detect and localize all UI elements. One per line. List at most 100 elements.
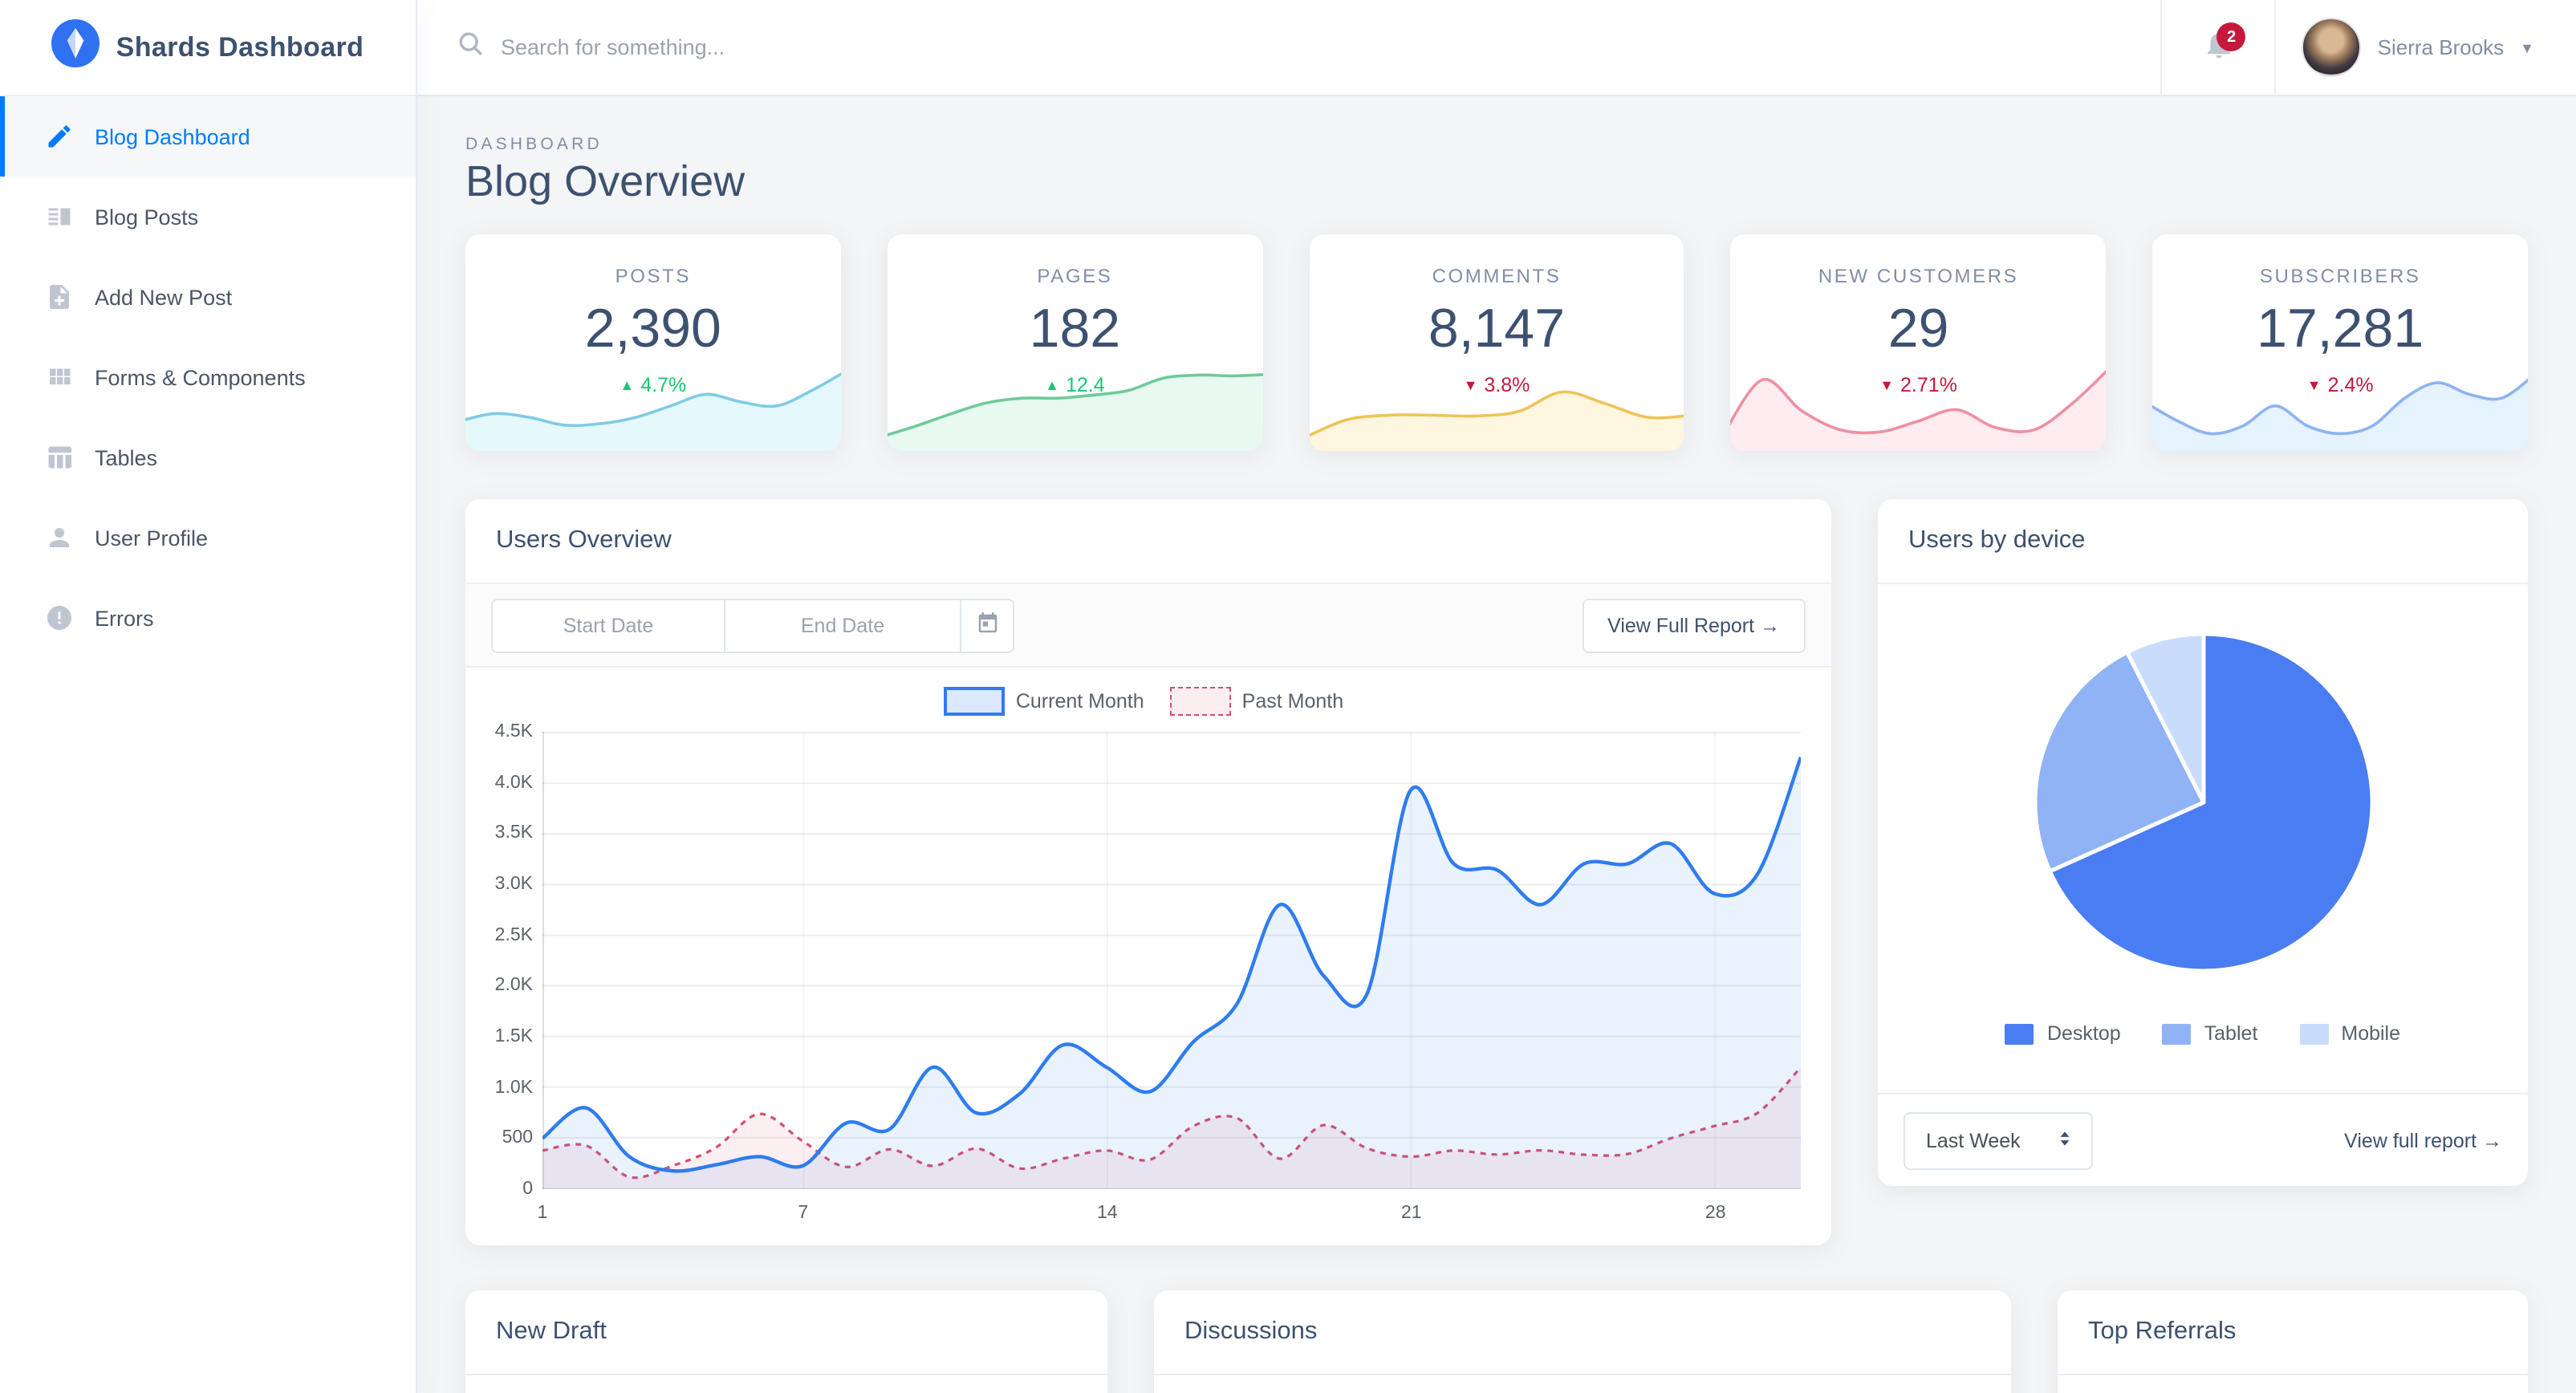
- device-pie-chart[interactable]: [2010, 610, 2395, 1003]
- sidebar-item-blog-dashboard[interactable]: Blog Dashboard: [0, 96, 416, 177]
- legend-swatch: [943, 687, 1005, 716]
- discussions-title: Discussions: [1184, 1318, 1318, 1345]
- stat-sparkline: [1309, 390, 1684, 451]
- stat-sparkline: [1730, 370, 2107, 451]
- view-full-report-button[interactable]: View Full Report →: [1582, 598, 1806, 652]
- user-menu[interactable]: Sierra Brooks ▼: [2277, 0, 2576, 95]
- x-tick-label: 14: [1096, 1204, 1118, 1223]
- stat-sparkline: [887, 373, 1263, 451]
- device-legend-item-mobile[interactable]: Mobile: [2299, 1022, 2400, 1045]
- start-date-input[interactable]: [491, 598, 725, 652]
- stat-card-subscribers: SUBSCRIBERS 17,281 ▼ 2.4%: [2152, 234, 2528, 451]
- legend-swatch: [2299, 1023, 2329, 1044]
- stat-value: 29: [1887, 298, 1949, 359]
- legend-swatch: [2162, 1023, 2192, 1044]
- legend-item-past-month[interactable]: Past Month: [1169, 687, 1343, 716]
- stat-sparkline: [2152, 378, 2528, 451]
- legend-swatch: [2005, 1023, 2034, 1044]
- error-icon: [45, 603, 74, 632]
- notifications-button[interactable]: 2: [2160, 0, 2277, 95]
- new-draft-card: New Draft: [465, 1290, 1107, 1393]
- y-tick-label: 0: [522, 1180, 533, 1199]
- y-tick-label: 4.0K: [494, 773, 533, 793]
- arrow-down-icon: ▼: [1879, 377, 1895, 393]
- sidebar-item-label: Forms & Components: [95, 365, 306, 389]
- x-tick-label: 7: [798, 1204, 809, 1223]
- date-range-group: [491, 598, 1014, 652]
- timeframe-value: Last Week: [1926, 1129, 2021, 1151]
- sidebar-item-forms-components[interactable]: Forms & Components: [0, 337, 416, 417]
- referral-row[interactable]: GitHub 19,291: [2058, 1375, 2528, 1393]
- calendar-button[interactable]: [960, 598, 1014, 652]
- arrow-down-icon: ▼: [1463, 377, 1478, 393]
- stat-label: NEW CUSTOMERS: [1818, 265, 2019, 287]
- y-tick-label: 3.0K: [494, 875, 533, 894]
- stat-value: 2,390: [584, 298, 721, 359]
- stat-label: COMMENTS: [1432, 265, 1562, 287]
- notification-badge: 2: [2216, 22, 2246, 51]
- stat-label: SUBSCRIBERS: [2259, 265, 2421, 287]
- view-full-report-link[interactable]: View full report →: [2344, 1129, 2502, 1151]
- sort-arrows-icon: [2054, 1127, 2075, 1153]
- stat-value: 8,147: [1428, 298, 1566, 359]
- users-overview-title: Users Overview: [496, 526, 672, 554]
- brand[interactable]: Shards Dashboard: [0, 0, 416, 96]
- chevron-down-icon: ▼: [2520, 39, 2534, 55]
- brand-logo-icon: [51, 19, 100, 75]
- x-tick-label: 21: [1400, 1204, 1422, 1223]
- y-tick-label: 1.5K: [494, 1027, 533, 1046]
- navbar: 2 Sierra Brooks ▼: [417, 0, 2576, 96]
- device-legend-item-desktop[interactable]: Desktop: [2005, 1022, 2121, 1045]
- sidebar-item-label: Errors: [95, 606, 154, 630]
- sidebar-item-add-new-post[interactable]: Add New Post: [0, 257, 416, 337]
- y-tick-label: 2.5K: [494, 925, 533, 945]
- page-eyebrow: DASHBOARD: [465, 135, 603, 154]
- referral-value: 19,291: [2433, 1390, 2497, 1393]
- users-overview-chart[interactable]: [541, 732, 1803, 1197]
- stats-row: POSTS 2,390 ▲ 4.7% PAGES 182 ▲ 12.4 COMMENTS 8,14…: [465, 234, 2528, 451]
- user-name: Sierra Brooks: [2377, 35, 2505, 59]
- users-by-device-footer: Last Week View full report →: [1878, 1093, 2528, 1186]
- calendar-icon: [975, 611, 999, 640]
- edit-icon: [45, 122, 74, 151]
- vertical-split-icon: [45, 202, 74, 231]
- stat-sparkline: [465, 372, 841, 451]
- arrow-up-icon: ▲: [620, 377, 635, 393]
- top-referrals-card: Top Referrals GitHub 19,291: [2058, 1290, 2528, 1393]
- x-tick-label: 28: [1704, 1204, 1726, 1223]
- discussions-card: Discussions: [1154, 1290, 2011, 1393]
- sidebar-item-label: Add New Post: [95, 285, 233, 309]
- sidebar-item-label: Blog Posts: [95, 205, 199, 229]
- stat-card-posts: POSTS 2,390 ▲ 4.7%: [465, 234, 841, 451]
- stat-label: POSTS: [615, 265, 691, 287]
- stat-delta: ▲ 12.4: [1045, 374, 1105, 396]
- search: [417, 0, 2161, 95]
- sidebar-item-errors[interactable]: Errors: [0, 578, 416, 658]
- users-overview-card: Users Overview: [465, 499, 1831, 1245]
- stat-card-comments: COMMENTS 8,147 ▼ 3.8%: [1309, 234, 1684, 451]
- page-title: Blog Overview: [465, 157, 746, 205]
- search-input[interactable]: [501, 35, 1175, 59]
- stat-label: PAGES: [1037, 265, 1113, 287]
- sidebar-item-user-profile[interactable]: User Profile: [0, 497, 416, 578]
- person-icon: [45, 523, 74, 552]
- arrow-down-icon: ▼: [2306, 377, 2322, 393]
- stat-delta: ▼ 3.8%: [1463, 374, 1530, 396]
- top-referrals-title: Top Referrals: [2088, 1318, 2237, 1345]
- line-chart-legend: Current Month Past Month: [485, 687, 1802, 716]
- table-icon: [45, 443, 74, 472]
- avatar: [2302, 18, 2362, 77]
- device-legend-item-tablet[interactable]: Tablet: [2162, 1022, 2257, 1045]
- timeframe-select[interactable]: Last Week: [1904, 1111, 2093, 1169]
- device-legend: Desktop Tablet Mobile: [2005, 1022, 2400, 1045]
- sidebar-item-tables[interactable]: Tables: [0, 417, 416, 497]
- legend-item-current-month[interactable]: Current Month: [943, 687, 1144, 716]
- referrals-list: GitHub 19,291: [2058, 1375, 2528, 1393]
- x-tick-label: 1: [537, 1204, 548, 1223]
- search-icon: [457, 30, 485, 65]
- stat-card-new-customers: NEW CUSTOMERS 29 ▼ 2.71%: [1730, 234, 2107, 451]
- end-date-input[interactable]: [725, 598, 960, 652]
- x-axis-labels: 1 7 14 21 28: [538, 1197, 1802, 1229]
- sidebar-item-blog-posts[interactable]: Blog Posts: [0, 177, 416, 257]
- sidebar-item-label: User Profile: [95, 526, 209, 550]
